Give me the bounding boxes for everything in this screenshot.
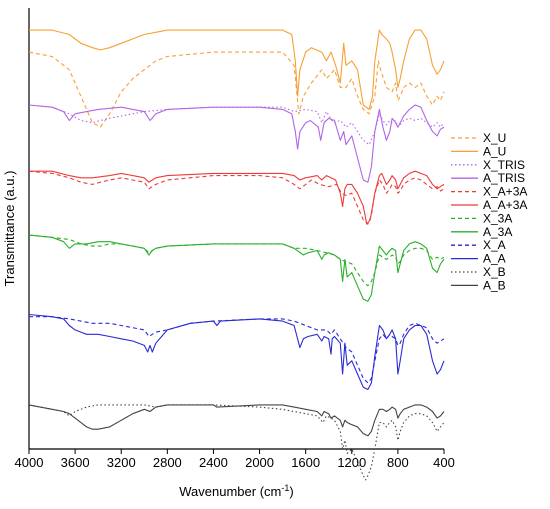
series-line-a-u (29, 29, 445, 110)
legend-label: A_A (483, 252, 506, 266)
legend-label: A_B (483, 278, 506, 292)
x-tick-label: 3600 (61, 455, 90, 470)
x-tick-label: 4000 (15, 455, 44, 470)
series-line-x-b (28, 404, 445, 481)
series-line-a-b (28, 404, 445, 437)
x-tick-label: 800 (387, 455, 409, 470)
x-axis-title: Wavenumber (cm-1) (179, 483, 293, 499)
series-line-x-u (28, 51, 445, 128)
series-line-a-a (28, 313, 445, 391)
legend-label: X_U (483, 131, 506, 145)
x-tick-label: 1600 (291, 455, 320, 470)
legend-label: A_U (483, 144, 506, 158)
legend-label: X_B (483, 265, 506, 279)
x-axis-title-main: Wavenumber (cm (179, 484, 281, 499)
series-layer (28, 29, 445, 481)
series-line-x-a-3a (28, 170, 445, 225)
x-tick-label: 2000 (245, 455, 274, 470)
x-tick-label: 1200 (337, 455, 366, 470)
legend-label: A_3A (483, 225, 512, 239)
legend-label: X_A (483, 238, 506, 252)
legend-label: X_A+3A (483, 185, 527, 199)
legend-label: A_TRIS (483, 171, 525, 185)
x-tick-label: 2400 (199, 455, 228, 470)
x-axis-title-sup: -1 (281, 483, 289, 493)
series-line-x-a (29, 316, 445, 384)
y-axis-title: Transmittance (a.u.) (2, 171, 17, 287)
x-tick-label: 2800 (153, 455, 182, 470)
legend-label: X_TRIS (483, 158, 525, 172)
series-line-a-a-3a (29, 170, 445, 225)
x-axis-title-suffix: ) (289, 484, 293, 499)
series-line-a-3a (28, 234, 445, 302)
legend: X_UA_UX_TRISA_TRISX_A+3AA_A+3AX_3AA_3AX_… (451, 131, 527, 292)
x-tick-label: 3200 (107, 455, 136, 470)
series-line-a-tris (28, 104, 445, 183)
legend-label: X_3A (483, 211, 512, 225)
x-axis-ticks: 4000 3600 3200 2800 2400 2000 1600 1200 800 400 (15, 449, 455, 470)
x-tick-label: 400 (433, 455, 455, 470)
legend-label: A_A+3A (483, 198, 527, 212)
